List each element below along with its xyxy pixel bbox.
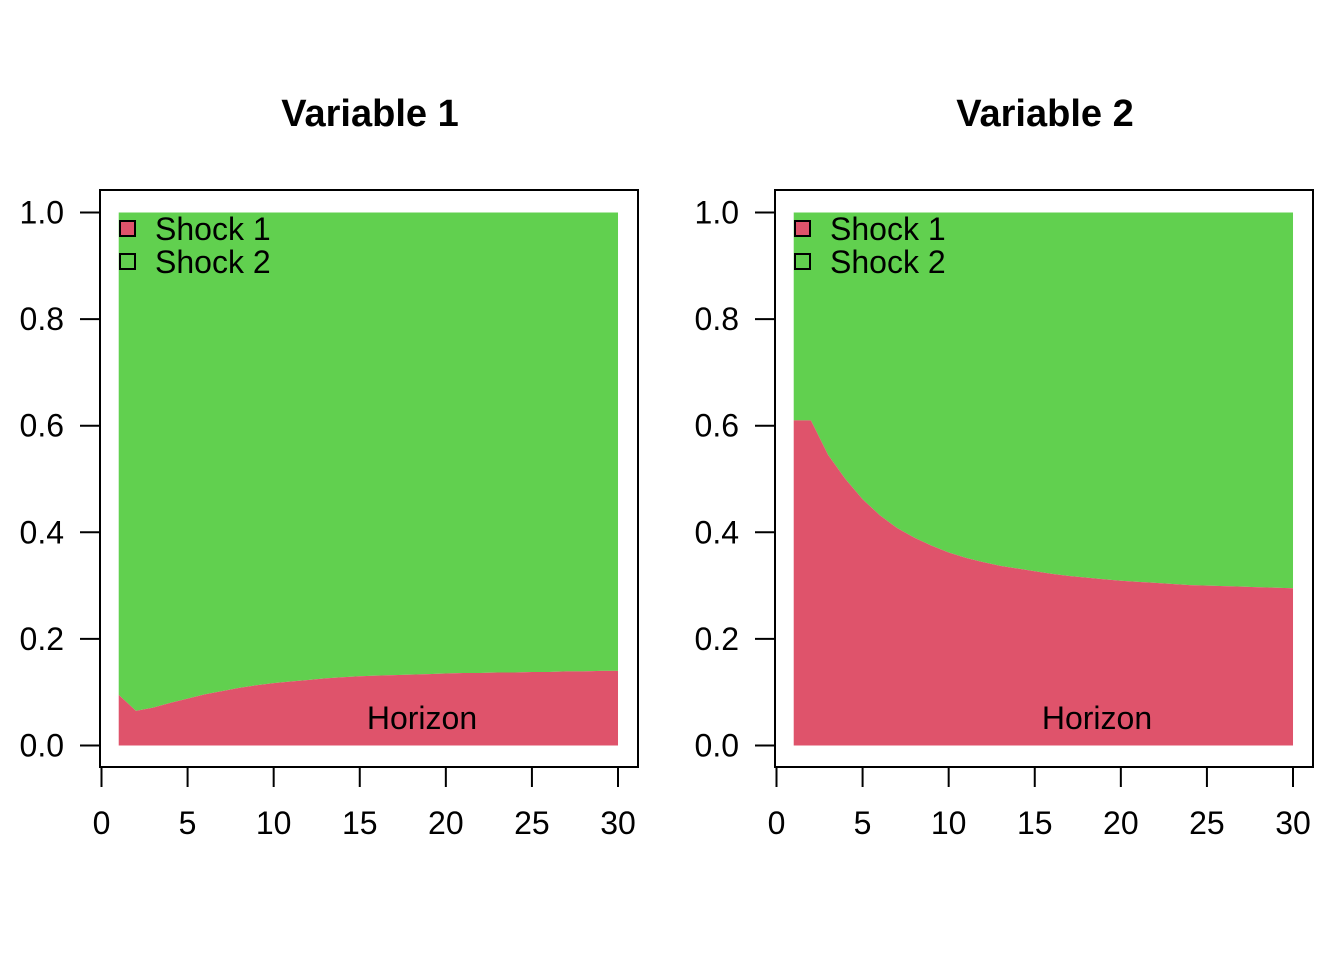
x-tick-label: 0 <box>768 805 786 841</box>
x-tick-label: 20 <box>1103 805 1139 841</box>
x-tick-label: 15 <box>1017 805 1053 841</box>
y-tick-label: 0.6 <box>20 408 64 444</box>
legend-swatch-shock-2 <box>119 253 136 270</box>
x-tick-label: 25 <box>1189 805 1225 841</box>
x-tick-label: 0 <box>93 805 111 841</box>
y-tick-label: 0.4 <box>20 514 64 550</box>
legend-swatch-shock-1 <box>794 220 811 237</box>
x-axis-label: Horizon <box>367 700 477 736</box>
y-tick-label: 1.0 <box>20 195 64 231</box>
plot-box <box>774 189 1314 768</box>
x-tick-label: 15 <box>342 805 378 841</box>
shock-1-area <box>118 670 619 746</box>
panel-variable-2-svg: 0 5 10 15 20 25 30 0.0 0.2 0.4 0.6 0.8 1.0 Variable … <box>695 93 1314 841</box>
y-tick-label: 0.0 <box>695 728 739 764</box>
panel-title: Variable 1 <box>281 93 458 135</box>
plot-generated-layer: 0 5 10 15 20 25 30 0.0 0.2 0.4 0.6 0.8 1.0 <box>20 189 639 841</box>
legend-label-shock-2: Shock 2 <box>830 244 946 280</box>
legend-swatch-shock-1 <box>119 220 136 237</box>
x-tick-label: 30 <box>600 805 636 841</box>
y-tick-label: 0.8 <box>695 301 739 337</box>
x-tick-label: 20 <box>428 805 464 841</box>
y-tick-label: 0.0 <box>20 728 64 764</box>
x-tick-label: 5 <box>179 805 197 841</box>
panel-title: Variable 2 <box>956 93 1133 135</box>
x-axis-label: Horizon <box>1042 700 1152 736</box>
y-tick-label: 0.8 <box>20 301 64 337</box>
shock-1-area <box>793 420 1294 746</box>
legend-label-shock-1: Shock 1 <box>830 211 946 247</box>
y-tick-label: 1.0 <box>695 195 739 231</box>
y-tick-label: 0.6 <box>695 408 739 444</box>
panel-variable-1-svg: 0 5 10 15 20 25 30 0.0 0.2 0.4 0.6 0.8 1.0 Variable … <box>20 93 639 841</box>
x-tick-label: 30 <box>1275 805 1311 841</box>
legend-label-shock-1: Shock 1 <box>155 211 271 247</box>
plot-generated-layer: 0 5 10 15 20 25 30 0.0 0.2 0.4 0.6 0.8 1.0 <box>695 189 1314 841</box>
shock-2-area <box>118 212 619 711</box>
y-tick-label: 0.4 <box>695 514 739 550</box>
shock-2-area <box>793 212 1294 589</box>
x-tick-label: 10 <box>931 805 967 841</box>
y-tick-label: 0.2 <box>20 621 64 657</box>
y-tick-label: 0.2 <box>695 621 739 657</box>
legend-label-shock-2: Shock 2 <box>155 244 271 280</box>
panel-variable-1: 0 5 10 15 20 25 30 0.0 0.2 0.4 0.6 0.8 1.0 Variable … <box>20 93 639 841</box>
panel-variable-2: 0 5 10 15 20 25 30 0.0 0.2 0.4 0.6 0.8 1.0 Variable … <box>675 0 1344 960</box>
plot-box <box>99 189 639 768</box>
x-tick-label: 25 <box>514 805 550 841</box>
x-tick-label: 5 <box>854 805 872 841</box>
x-tick-label: 10 <box>256 805 292 841</box>
legend-swatch-shock-2 <box>794 253 811 270</box>
